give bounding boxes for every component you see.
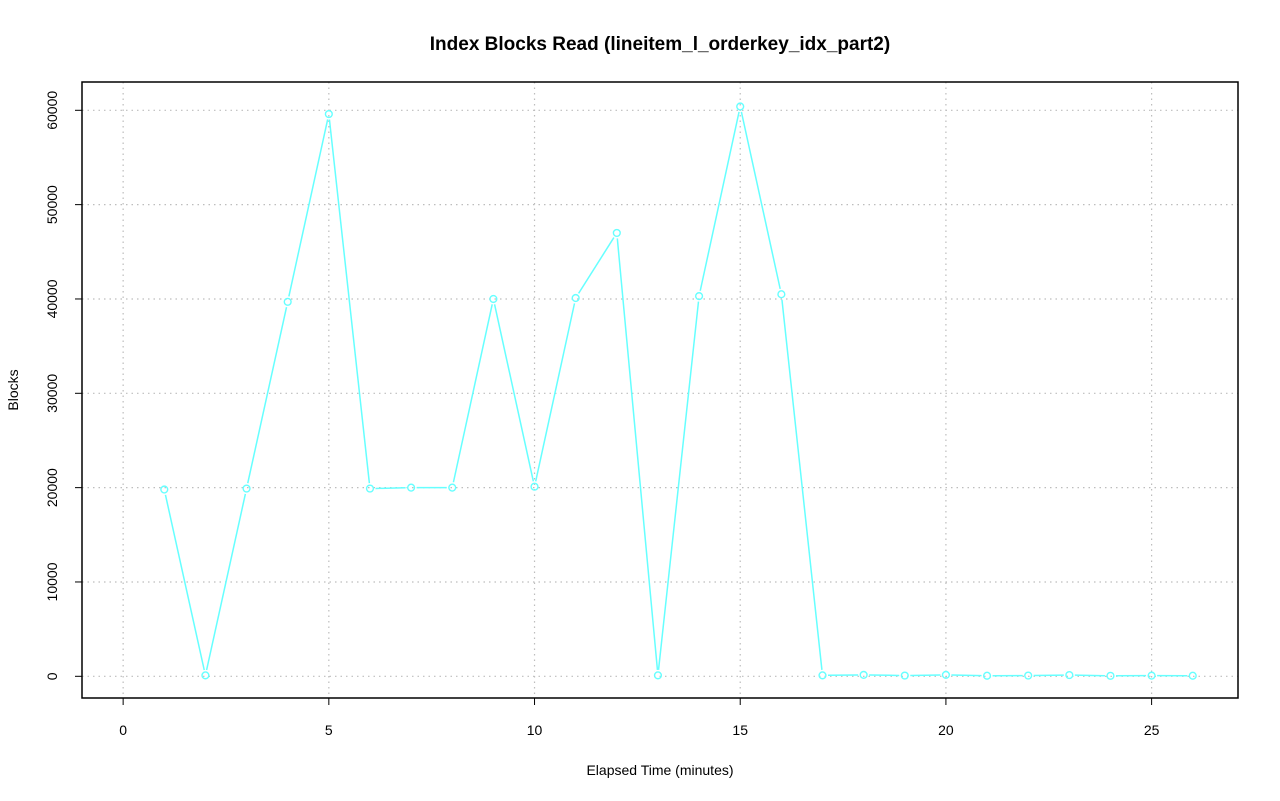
x-tick-label: 20	[938, 722, 954, 738]
series-segment	[781, 299, 823, 670]
x-axis-label: Elapsed Time (minutes)	[586, 762, 733, 778]
data-point	[489, 294, 498, 304]
data-point	[242, 484, 251, 493]
data-point	[1024, 671, 1033, 680]
data-point	[777, 290, 786, 299]
y-tick-label: 50000	[44, 185, 60, 224]
series-segment	[577, 237, 615, 294]
series-segment	[951, 674, 982, 677]
grid	[82, 82, 1238, 698]
series-segment	[616, 238, 659, 670]
data-point	[818, 671, 827, 680]
series-segment	[164, 494, 205, 671]
y-tick-label: 60000	[44, 91, 60, 130]
data-point	[736, 102, 745, 111]
data-point	[365, 484, 375, 493]
x-tick-label: 10	[527, 722, 543, 738]
y-tick-label: 0	[44, 672, 60, 680]
x-axis: 0 5 10 15 20 25	[119, 698, 1160, 738]
series-segment	[288, 119, 329, 297]
y-tick-label: 10000	[44, 562, 60, 601]
data-point	[530, 482, 539, 491]
series-segment	[740, 111, 781, 290]
y-axis: 0 10000 20000 30000 40000 50000 60000	[44, 91, 82, 680]
data-point	[941, 670, 951, 679]
y-tick-label: 20000	[44, 468, 60, 507]
series-segment	[328, 119, 371, 484]
plot-frame	[81, 81, 1239, 699]
y-axis-label: Blocks	[5, 369, 21, 410]
data-point	[859, 670, 868, 679]
x-tick-label: 0	[119, 722, 127, 738]
data-point	[160, 485, 169, 494]
series-segment	[247, 307, 288, 484]
data-point	[1188, 671, 1197, 680]
data-point	[1147, 671, 1156, 680]
series-segment	[534, 303, 576, 482]
data-point	[201, 671, 210, 680]
data-point	[1106, 671, 1115, 680]
data-point	[407, 483, 416, 492]
x-tick-label: 15	[732, 722, 748, 738]
y-tick-label: 30000	[44, 374, 60, 413]
data-point	[324, 109, 333, 119]
series-segment	[452, 304, 493, 483]
x-tick-label: 5	[325, 722, 333, 738]
data-point	[900, 671, 909, 680]
series-segment	[205, 493, 247, 671]
chart-title: Index Blocks Read (lineitem_l_orderkey_i…	[430, 34, 890, 55]
series-segment	[375, 487, 406, 490]
data-point	[694, 292, 704, 301]
data-point	[448, 483, 457, 492]
data-point	[571, 293, 580, 303]
data-point	[653, 671, 663, 680]
y-tick-label: 40000	[44, 279, 60, 318]
data-point	[982, 671, 992, 680]
series-segment	[493, 304, 535, 482]
data-point	[1065, 670, 1074, 680]
data-point	[283, 297, 292, 306]
series-segment	[1074, 674, 1105, 677]
series-segment	[657, 301, 700, 670]
series-segment	[699, 111, 740, 291]
x-tick-label: 25	[1144, 722, 1160, 738]
series-line	[160, 102, 1197, 680]
data-point	[612, 228, 621, 238]
